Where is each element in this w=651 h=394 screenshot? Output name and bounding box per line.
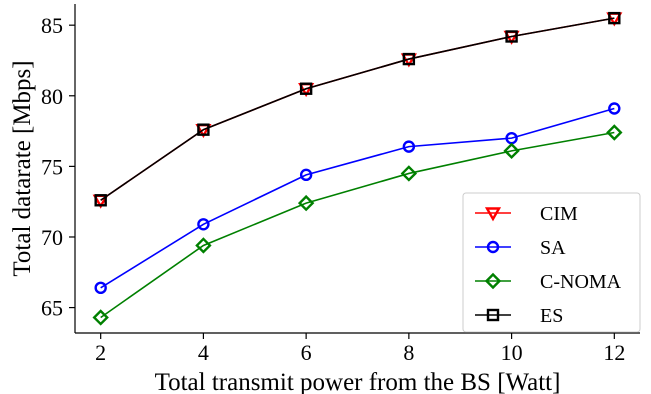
legend-marker (484, 207, 502, 222)
y-tick-label: 65 (41, 296, 63, 321)
x-tick-label: 2 (95, 340, 106, 365)
data-point (503, 142, 520, 160)
legend-marker (486, 308, 500, 322)
legend-label: ES (540, 305, 563, 327)
series-line (100, 17, 615, 201)
legend-marker (486, 240, 500, 254)
x-axis-label: Total transmit power from the BS [Watt] (155, 369, 561, 394)
data-point (608, 102, 621, 115)
legend-entry: CIM (475, 203, 578, 225)
legend-label: C-NOMA (540, 271, 622, 293)
y-axis-label: Total datarate [Mbps] (9, 60, 36, 276)
x-tick-label: 4 (198, 340, 209, 365)
data-point (606, 124, 623, 141)
y-tick-label: 85 (41, 13, 63, 38)
y-tick-label: 75 (41, 154, 63, 179)
data-point (197, 123, 210, 136)
series-c-noma (92, 124, 623, 326)
series-line (100, 131, 615, 319)
data-point (402, 140, 416, 153)
x-tick-label: 6 (301, 340, 312, 365)
legend-entry: C-NOMA (475, 271, 622, 293)
data-point (94, 194, 107, 207)
legend-entry: SA (475, 237, 566, 259)
data-point (94, 281, 107, 295)
data-point (505, 30, 518, 43)
series-cim (92, 12, 623, 209)
x-tick-label: 10 (501, 340, 523, 365)
series-line (100, 17, 615, 201)
legend: CIM SA C-NOMA ES (462, 192, 641, 333)
legend-marker (484, 272, 502, 290)
data-point (400, 165, 418, 182)
y-tick-label: 80 (41, 84, 63, 109)
legend-entry: ES (475, 305, 563, 327)
legend-label: CIM (540, 203, 578, 225)
x-tick-label: 8 (403, 340, 414, 365)
data-point (197, 218, 210, 231)
data-point (299, 82, 313, 95)
data-point (608, 11, 621, 25)
legend-label: SA (540, 237, 566, 259)
data-point (299, 168, 313, 182)
data-point (195, 237, 212, 254)
series-sa (94, 102, 621, 295)
plot-axes: 2 4 6 8 10 12 65 70 75 80 85 (41, 4, 640, 365)
data-point (402, 52, 416, 66)
data-point (92, 309, 109, 326)
series-layer (92, 11, 623, 326)
y-tick-label: 70 (41, 225, 63, 250)
legend-box (462, 192, 641, 333)
x-tick-label: 12 (603, 340, 625, 365)
data-point (297, 194, 315, 212)
series-line (100, 107, 615, 289)
series-es (94, 11, 621, 207)
